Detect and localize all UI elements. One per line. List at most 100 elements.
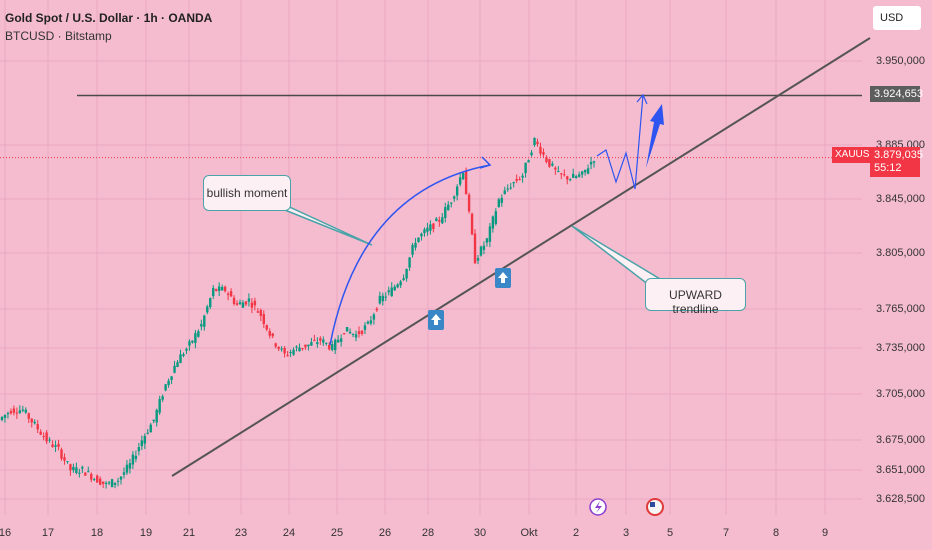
time-tick: Okt <box>520 527 538 539</box>
candle <box>137 447 141 452</box>
big-up-arrow-icon <box>646 104 664 168</box>
candle <box>268 331 271 336</box>
candle <box>134 455 138 460</box>
candle <box>441 217 444 224</box>
candle <box>450 202 453 204</box>
candle <box>226 293 230 295</box>
candle <box>476 258 480 261</box>
candle <box>295 346 298 348</box>
candle <box>357 331 361 335</box>
time-tick: 18 <box>90 527 104 539</box>
candle <box>42 436 45 438</box>
candle <box>232 297 236 304</box>
candle <box>345 327 349 332</box>
candle <box>104 482 108 484</box>
candle <box>429 224 432 231</box>
time-tick: 9 <box>821 527 829 539</box>
current-price-label: 3.879,035 55:12 <box>870 147 923 177</box>
candle <box>36 424 39 430</box>
candle <box>554 167 557 170</box>
candle <box>497 199 501 207</box>
candle <box>215 289 218 291</box>
candle <box>569 179 572 181</box>
candle <box>402 278 405 281</box>
time-tick: 23 <box>234 527 248 539</box>
price-tick: 3.675,000 <box>876 434 925 446</box>
bullish-moment-callout[interactable]: bullish moment <box>203 175 291 211</box>
candle <box>405 268 408 279</box>
candle <box>27 413 30 419</box>
candle <box>557 171 560 173</box>
candle <box>33 421 36 424</box>
candle <box>9 411 13 414</box>
candle <box>220 286 224 291</box>
candle <box>301 348 304 350</box>
candle <box>170 376 173 381</box>
candle <box>98 478 102 485</box>
candle <box>560 173 563 175</box>
currency-button[interactable]: USD <box>873 6 921 30</box>
candle <box>423 229 426 234</box>
candle <box>411 245 414 255</box>
time-tick: 7 <box>722 527 730 539</box>
candle <box>515 178 518 181</box>
time-tick: 16 <box>0 527 12 539</box>
candle <box>182 354 185 356</box>
candle <box>420 233 423 237</box>
symbol-title[interactable]: Gold Spot / U.S. Dollar · 1h · OANDA <box>5 11 213 25</box>
candle <box>66 461 69 463</box>
candle <box>387 290 390 293</box>
candle <box>185 348 188 351</box>
candle <box>48 439 51 441</box>
candle <box>432 223 435 229</box>
candle <box>203 315 206 327</box>
candle <box>244 301 248 305</box>
lightning-icon <box>595 501 602 513</box>
candle <box>319 338 322 341</box>
candle <box>530 152 533 156</box>
candle <box>447 204 450 211</box>
candle <box>250 302 254 308</box>
candle <box>45 432 48 442</box>
candle <box>119 476 123 480</box>
candle <box>81 466 84 469</box>
candle <box>274 343 277 347</box>
candle <box>328 344 331 350</box>
price-tick: 3.805,000 <box>876 247 925 259</box>
candle <box>271 333 274 337</box>
price-tick: 3.950,000 <box>876 55 925 67</box>
candle <box>72 466 75 471</box>
candle <box>342 333 346 335</box>
candle <box>131 454 135 465</box>
projection-path <box>596 94 644 190</box>
candle <box>539 146 542 154</box>
candle <box>384 296 387 298</box>
compare-symbol[interactable]: BTCUSD · Bitstamp <box>5 29 112 43</box>
candle <box>197 331 200 337</box>
candle <box>110 479 114 488</box>
candle <box>536 141 539 145</box>
upward-trendline-callout[interactable]: UPWARD trendline <box>645 278 746 316</box>
candle <box>464 170 468 195</box>
candle <box>149 424 152 433</box>
candle <box>461 173 465 180</box>
candle <box>24 409 27 413</box>
candle <box>0 416 4 420</box>
up-arrow-icon <box>431 314 441 325</box>
candle <box>586 168 590 174</box>
candle <box>390 287 393 297</box>
candle <box>292 349 295 355</box>
candle <box>128 463 132 469</box>
candle <box>259 310 263 316</box>
candle <box>378 295 382 304</box>
candle <box>158 399 161 413</box>
candle <box>107 482 111 484</box>
candle <box>574 176 578 178</box>
candle <box>518 178 521 180</box>
candle <box>533 137 536 146</box>
candle <box>488 226 492 242</box>
candle <box>125 464 129 473</box>
price-tick: 3.705,000 <box>876 388 925 400</box>
candle <box>307 344 310 347</box>
